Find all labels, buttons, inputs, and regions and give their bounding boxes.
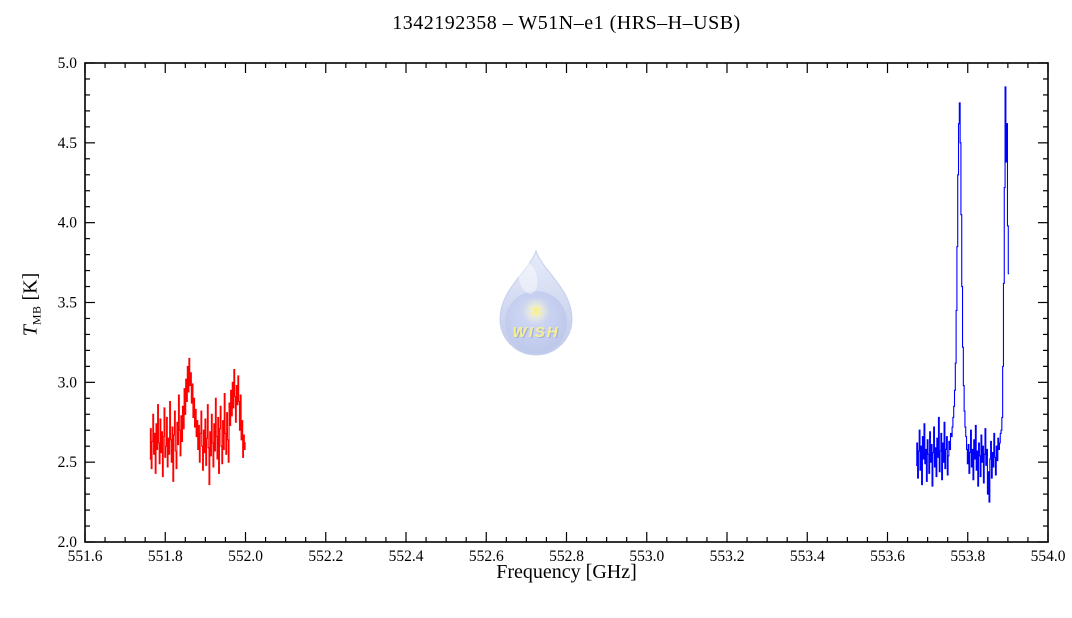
svg-text:553.4: 553.4: [790, 548, 825, 565]
y-axis-label-symbol: T: [19, 325, 42, 337]
svg-text:553.0: 553.0: [629, 548, 664, 565]
y-axis-label: TMB [K]: [20, 155, 45, 455]
svg-text:553.2: 553.2: [710, 548, 745, 565]
chart-title: 1342192358 – W51N–e1 (HRS–H–USB): [392, 12, 741, 34]
spectrum-segment-red: [149, 357, 246, 486]
spectrum-segment-blue: [915, 86, 1010, 503]
svg-text:4.0: 4.0: [58, 215, 78, 232]
svg-text:5.0: 5.0: [58, 55, 78, 72]
svg-text:554.0: 554.0: [1031, 548, 1066, 565]
y-axis-ticks: [85, 62, 1048, 543]
svg-text:4.5: 4.5: [58, 135, 78, 152]
x-tick-labels: 551.6 551.8 552.0 552.2 552.4 552.6 552.8 553.0…: [68, 548, 1066, 565]
svg-text:553.8: 553.8: [950, 548, 985, 565]
svg-text:2.5: 2.5: [58, 454, 78, 471]
svg-text:3.5: 3.5: [58, 295, 78, 312]
svg-text:552.0: 552.0: [228, 548, 263, 565]
svg-text:552.6: 552.6: [469, 548, 504, 565]
y-tick-labels: 2.0 2.5 3.0 3.5 4.0 4.5 5.0: [58, 55, 78, 551]
y-axis-label-unit: [K]: [19, 272, 42, 306]
svg-text:551.6: 551.6: [68, 548, 103, 565]
x-axis-label: Frequency [GHz]: [496, 561, 637, 583]
svg-text:552.8: 552.8: [549, 548, 584, 565]
plot-frame: [84, 62, 1049, 543]
svg-text:551.8: 551.8: [148, 548, 183, 565]
svg-text:553.6: 553.6: [870, 548, 905, 565]
svg-text:2.0: 2.0: [58, 534, 78, 551]
svg-text:552.4: 552.4: [389, 548, 424, 565]
svg-text:552.2: 552.2: [308, 548, 343, 565]
svg-text:3.0: 3.0: [58, 374, 78, 391]
y-axis-label-subscript: MB: [29, 305, 44, 326]
x-axis-ticks: [84, 63, 1049, 542]
